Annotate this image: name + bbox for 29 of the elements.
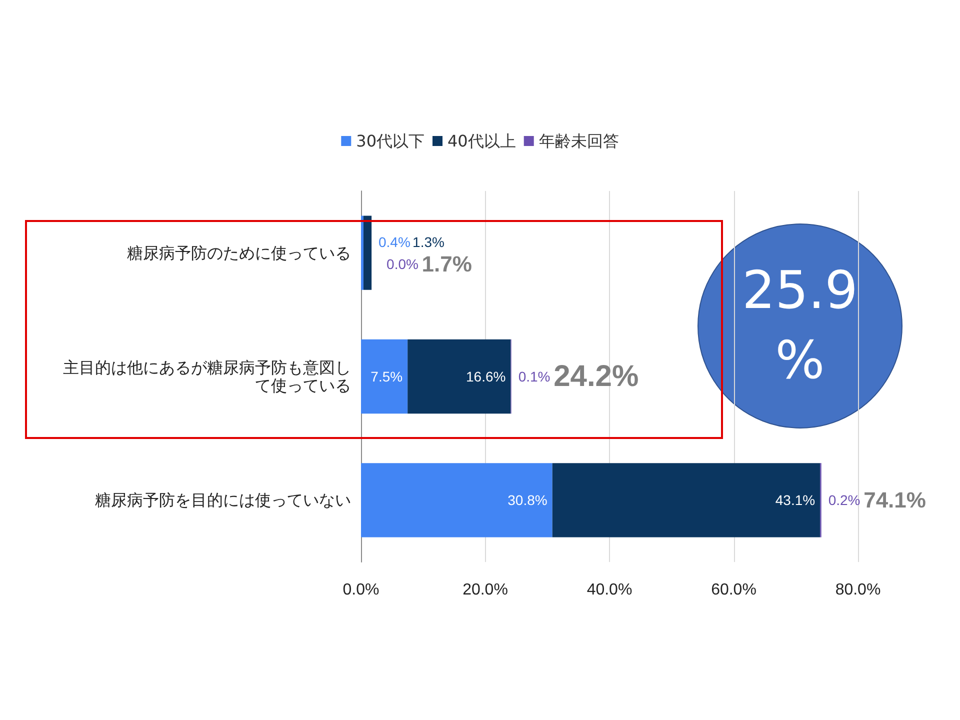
data-label: 0.1% [518,368,550,384]
legend-label: 30代以下 [356,132,424,150]
bar [361,339,408,414]
data-label: 7.5% [370,368,403,384]
bar [361,463,552,538]
y-tick-label: 主目的は他にあるが糖尿病予防も意図して使っている [63,358,351,395]
data-label: 0.0% [386,256,418,272]
data-label: 0.4% [378,234,410,250]
annotation: 25.9 % [742,261,858,391]
total-label: 1.7% [422,251,472,276]
x-tick-label: 60.0% [711,582,756,598]
x-tick-label: 0.0% [342,582,380,598]
legend-label: 年齢未回答 [538,132,619,150]
bar [363,216,372,290]
data-label: 16.6% [466,368,506,384]
data-label: 43.1% [775,492,816,508]
y-tick-label: 糖尿病予防のために使っている [127,243,351,262]
x-tick-label: 80.0% [835,582,881,598]
data-label: 30.8% [508,492,548,508]
y-tick-label: 糖尿病予防を目的には使っていない [95,490,351,510]
total-label: 74.1% [864,488,926,513]
legend-label: 40代以上 [448,132,516,150]
total-label: 24.2% [554,360,639,393]
data-label: 0.2% [828,492,860,508]
x-tick-label: 20.0% [462,582,508,598]
data-label: 1.3% [412,234,444,250]
x-tick-label: 40.0% [586,582,632,598]
bar [552,463,820,538]
bar [408,339,511,414]
